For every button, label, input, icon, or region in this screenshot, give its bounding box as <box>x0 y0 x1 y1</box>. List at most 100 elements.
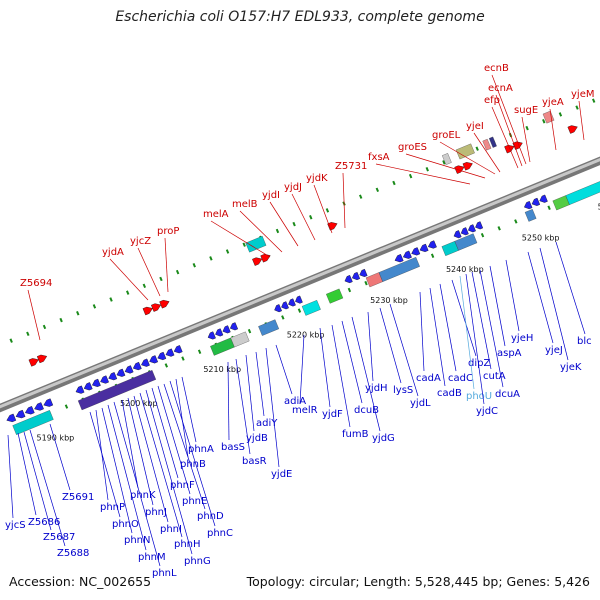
reverse-gene-arrow[interactable] <box>149 355 159 364</box>
gene-label-yjea[interactable]: yjeA <box>542 97 564 108</box>
reverse-gene-arrow[interactable] <box>222 325 231 334</box>
gene-label-cuta[interactable]: cutA <box>483 371 506 382</box>
reverse-gene-arrow[interactable] <box>108 372 118 381</box>
gene-label-fxsa[interactable]: fxsA <box>368 152 390 163</box>
gene-label-yjcz[interactable]: yjcZ <box>130 236 151 247</box>
gene-label-dipz[interactable]: dipZ <box>468 358 490 369</box>
gene-label-aspa[interactable]: aspA <box>497 348 522 359</box>
reverse-gene-arrow[interactable] <box>274 304 282 313</box>
domain-box[interactable] <box>326 288 344 304</box>
gene-label-cada[interactable]: cadA <box>416 373 441 384</box>
reverse-gene-arrow[interactable] <box>229 322 239 331</box>
reverse-gene-arrow[interactable] <box>75 385 85 394</box>
gene-label-yjdh[interactable]: yjdH <box>365 383 388 394</box>
reverse-gene-arrow[interactable] <box>43 398 54 407</box>
reverse-gene-arrow[interactable] <box>475 221 484 230</box>
gene-label-yjej[interactable]: yjeJ <box>545 345 563 356</box>
gene-label-adiy[interactable]: adiY <box>256 418 278 429</box>
forward-gene-arrow[interactable] <box>28 358 39 367</box>
reverse-gene-arrow[interactable] <box>141 358 150 367</box>
reverse-gene-arrow[interactable] <box>359 268 368 278</box>
gene-label-yjdi[interactable]: yjdI <box>262 190 280 201</box>
reverse-gene-arrow[interactable] <box>288 298 296 307</box>
domain-box[interactable] <box>230 331 250 348</box>
forward-gene-arrow[interactable] <box>504 144 515 154</box>
forward-domain-box[interactable] <box>482 138 492 151</box>
domain-box[interactable] <box>210 337 235 356</box>
gene-label-yjei[interactable]: yjeI <box>466 121 484 132</box>
gene-label-yjde[interactable]: yjdE <box>271 469 292 480</box>
gene-label-efp[interactable]: efp <box>484 95 500 106</box>
domain-box[interactable] <box>524 209 537 222</box>
forward-gene-arrow[interactable] <box>142 306 153 316</box>
gene-label-yjdk[interactable]: yjdK <box>306 173 328 184</box>
gene-label-z5688[interactable]: Z5688 <box>57 548 89 559</box>
gene-label-mela[interactable]: melA <box>203 209 229 220</box>
gene-label-yjdl[interactable]: yjdL <box>410 398 431 409</box>
gene-label-suge[interactable]: sugE <box>514 105 538 116</box>
gene-label-phnj[interactable]: phnJ <box>145 507 167 518</box>
gene-label-z5686[interactable]: Z5686 <box>28 517 60 528</box>
forward-domain-box[interactable] <box>441 153 452 165</box>
gene-label-yjdc[interactable]: yjdC <box>476 406 498 417</box>
forward-gene-arrow[interactable] <box>252 257 263 266</box>
gene-label-z5694[interactable]: Z5694 <box>20 278 52 289</box>
gene-label-groel[interactable]: groEL <box>432 130 461 141</box>
gene-label-yjdj[interactable]: yjdJ <box>284 182 302 193</box>
domain-box[interactable] <box>565 180 600 205</box>
gene-label-adia[interactable]: adiA <box>284 396 306 407</box>
gene-label-phnh[interactable]: phnH <box>174 539 201 550</box>
reverse-gene-arrow[interactable] <box>215 328 224 337</box>
forward-gene-arrow[interactable] <box>567 125 578 134</box>
gene-label-dcub[interactable]: dcuB <box>354 405 379 416</box>
reverse-gene-arrow[interactable] <box>157 351 167 361</box>
gene-label-phng[interactable]: phnG <box>184 556 211 567</box>
gene-label-yjeh[interactable]: yjeH <box>511 333 533 344</box>
gene-label-phna[interactable]: phnA <box>188 444 214 455</box>
gene-label-dcua[interactable]: dcuA <box>495 389 520 400</box>
reverse-gene-arrow[interactable] <box>411 247 421 256</box>
reverse-gene-arrow[interactable] <box>344 274 353 284</box>
reverse-gene-arrow[interactable] <box>351 271 361 281</box>
reverse-gene-arrow[interactable] <box>419 243 429 253</box>
gene-label-yjdf[interactable]: yjdF <box>322 409 343 420</box>
gene-label-melb[interactable]: melB <box>232 199 258 210</box>
gene-label-prop[interactable]: proP <box>157 226 179 237</box>
reverse-gene-arrow[interactable] <box>531 197 541 206</box>
reverse-gene-arrow[interactable] <box>281 301 289 310</box>
domain-box[interactable] <box>378 257 420 282</box>
reverse-gene-arrow[interactable] <box>124 365 134 374</box>
reverse-gene-arrow[interactable] <box>24 406 35 415</box>
reverse-gene-arrow[interactable] <box>116 368 126 377</box>
gene-label-phnf[interactable]: phnF <box>170 480 195 491</box>
gene-label-z5687[interactable]: Z5687 <box>43 532 75 543</box>
reverse-gene-arrow[interactable] <box>467 224 476 233</box>
gene-label-phnn[interactable]: phnN <box>124 535 151 546</box>
forward-domain-box[interactable] <box>245 235 267 253</box>
reverse-gene-arrow[interactable] <box>460 227 469 236</box>
gene-label-lyss[interactable]: lysS <box>393 385 413 396</box>
gene-label-phne[interactable]: phnE <box>182 496 207 507</box>
gene-label-z5691[interactable]: Z5691 <box>62 492 94 503</box>
forward-gene-arrow[interactable] <box>150 303 162 312</box>
reverse-gene-arrow[interactable] <box>402 250 412 259</box>
gene-label-phnp[interactable]: phnP <box>100 502 125 513</box>
reverse-gene-arrow[interactable] <box>523 200 533 210</box>
gene-label-phni[interactable]: phnI <box>160 524 182 535</box>
forward-gene-arrow[interactable] <box>462 162 473 171</box>
reverse-gene-arrow[interactable] <box>132 361 142 371</box>
reverse-gene-arrow[interactable] <box>91 378 101 388</box>
domain-box[interactable] <box>77 370 157 411</box>
reverse-gene-arrow[interactable] <box>6 413 17 423</box>
reverse-gene-arrow[interactable] <box>295 295 303 304</box>
gene-label-z5731[interactable]: Z5731 <box>335 161 367 172</box>
domain-box[interactable] <box>258 319 280 336</box>
forward-gene-arrow[interactable] <box>260 253 271 263</box>
reverse-gene-arrow[interactable] <box>539 194 548 203</box>
gene-label-yjdg[interactable]: yjdG <box>372 433 395 444</box>
reverse-gene-arrow[interactable] <box>394 254 404 263</box>
reverse-gene-arrow[interactable] <box>207 331 216 340</box>
gene-label-phnb[interactable]: phnB <box>180 459 206 470</box>
gene-label-ecna[interactable]: ecnA <box>488 83 513 94</box>
gene-label-melr[interactable]: melR <box>292 405 318 416</box>
